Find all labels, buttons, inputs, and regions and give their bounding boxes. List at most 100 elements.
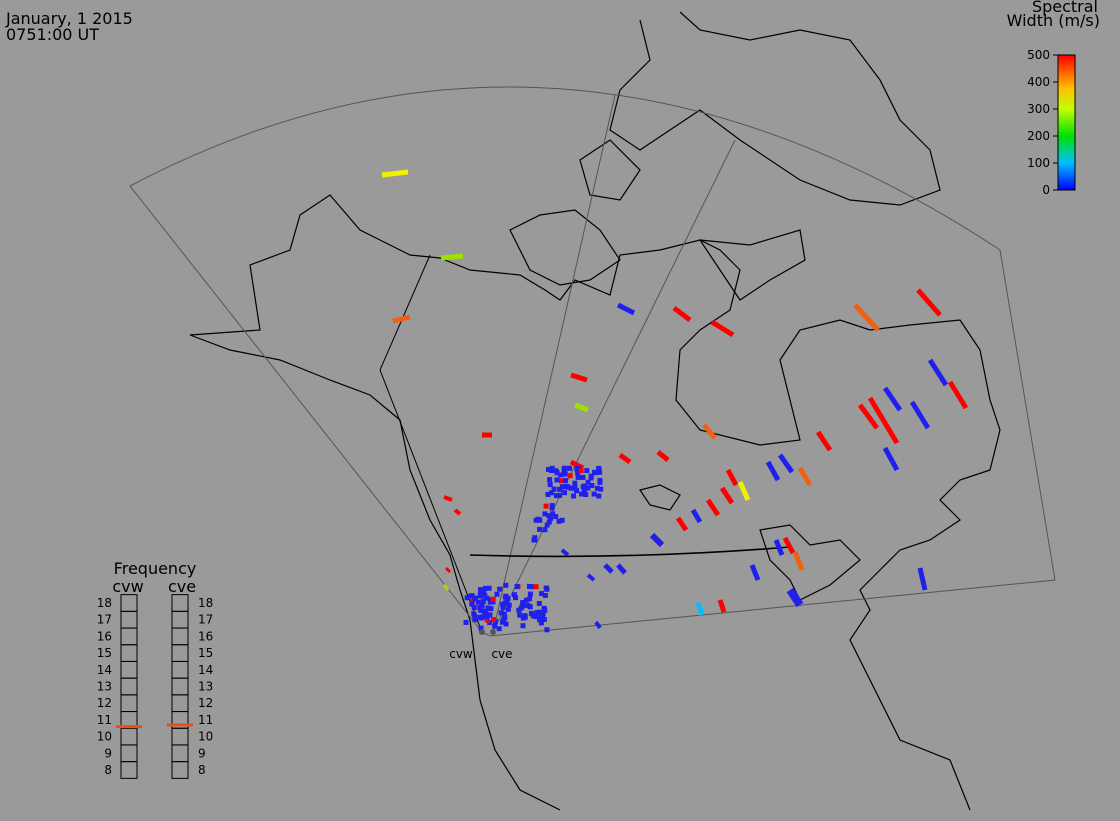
echo-cell — [690, 508, 703, 524]
frequency-tick-label: 13 — [97, 680, 112, 694]
echo-cell — [550, 511, 556, 517]
echo-cell — [497, 586, 503, 592]
echo-cell — [381, 169, 409, 178]
echo-cell — [483, 608, 489, 614]
echo-cell — [575, 474, 581, 480]
echo-cell — [717, 599, 727, 613]
echo-cell — [947, 380, 969, 410]
echo-cell — [596, 493, 602, 499]
echo-cell — [572, 480, 578, 486]
frequency-label: cve — [168, 577, 196, 596]
coastlines — [189, 11, 1001, 811]
echo-cell — [585, 479, 591, 485]
echo-cell — [548, 516, 554, 522]
frequency-label: cvw — [112, 577, 143, 596]
echo-cell — [572, 485, 578, 491]
echo-cell — [506, 602, 512, 608]
echo-cell — [568, 485, 574, 491]
echo-cell — [520, 600, 526, 606]
echo-cell — [705, 498, 721, 517]
echo-cell — [494, 591, 500, 597]
echo-cell — [453, 508, 462, 516]
echo-cell — [559, 517, 565, 523]
frequency-tick-label: 9 — [104, 746, 112, 760]
echo-cell — [695, 602, 705, 616]
echo-cell — [488, 606, 494, 612]
echo-cell — [569, 459, 585, 471]
echo-cell — [538, 620, 544, 626]
echo-cell — [544, 522, 550, 528]
echo-cell — [540, 610, 546, 616]
frequency-tick-label: 14 — [97, 663, 112, 677]
colorbar-tick-label: 300 — [1027, 102, 1050, 116]
echo-cell — [517, 612, 523, 618]
echo-cell — [533, 614, 539, 620]
echo-cell — [882, 386, 903, 412]
echo-cell — [782, 536, 796, 555]
echo-cell — [773, 539, 785, 556]
frequency-tick-label: 15 — [198, 646, 213, 660]
echo-cell — [792, 551, 805, 571]
echo-cell — [503, 582, 509, 588]
echo-cell — [520, 623, 526, 629]
echo-cell — [537, 609, 543, 615]
echo-cell — [472, 613, 478, 619]
echo-cell — [853, 303, 880, 332]
echo-cell — [542, 593, 548, 599]
echo-cell — [797, 466, 813, 487]
colorbar-tick-label: 400 — [1027, 75, 1050, 89]
echo-cell — [480, 599, 486, 605]
echo-cell — [560, 548, 570, 557]
radar-echoes — [381, 169, 969, 633]
echo-cell — [505, 606, 511, 612]
echo-cell — [490, 596, 496, 602]
frequency-tick-label: 18 — [198, 596, 213, 610]
echo-cell — [444, 566, 452, 574]
echo-cell — [581, 489, 587, 495]
echo-cell — [578, 491, 584, 497]
echo-cell — [542, 607, 548, 613]
echo-cell — [392, 314, 411, 324]
colorbar-tick-label: 100 — [1027, 156, 1050, 170]
echo-cell — [593, 470, 599, 476]
echo-cell — [498, 610, 504, 616]
echo-cell — [485, 605, 491, 611]
frequency-tick-label: 17 — [97, 613, 112, 627]
colorbar-title: Spectral — [1032, 0, 1098, 16]
frequency-tick-label: 8 — [198, 763, 206, 777]
echo-cell — [538, 614, 544, 620]
echo-cell — [558, 478, 564, 484]
frequency-tick-label: 10 — [198, 730, 213, 744]
echo-cell — [737, 480, 751, 502]
echo-cell — [529, 584, 535, 590]
echo-cell — [536, 600, 542, 606]
echo-cell — [547, 482, 553, 488]
echo-cell — [478, 607, 484, 613]
date: January, 1 2015 — [5, 9, 133, 28]
echo-cell — [917, 567, 928, 591]
echo-cell — [496, 626, 502, 632]
echo-cell — [672, 306, 692, 322]
echo-cell — [547, 477, 553, 483]
station-label: cvw — [449, 647, 473, 661]
echo-cell — [616, 302, 636, 316]
echo-cell — [656, 450, 670, 462]
echo-cell — [562, 490, 568, 496]
echo-cell — [481, 589, 487, 595]
echo-cell — [543, 585, 549, 591]
echo-cell — [514, 583, 520, 589]
station-marker — [490, 629, 496, 635]
echo-cell — [574, 466, 580, 472]
echo-cell — [525, 603, 531, 609]
echo-cell — [597, 469, 603, 475]
echo-cell — [492, 623, 498, 629]
echo-cell — [469, 593, 475, 599]
echo-cell — [477, 605, 483, 611]
echo-cell — [909, 400, 931, 430]
echo-cell — [471, 605, 477, 611]
echo-cell — [559, 484, 565, 490]
echo-cell — [533, 584, 539, 590]
echo-cell — [580, 474, 586, 480]
echo-cell — [472, 596, 478, 602]
echo-cell — [596, 465, 602, 471]
